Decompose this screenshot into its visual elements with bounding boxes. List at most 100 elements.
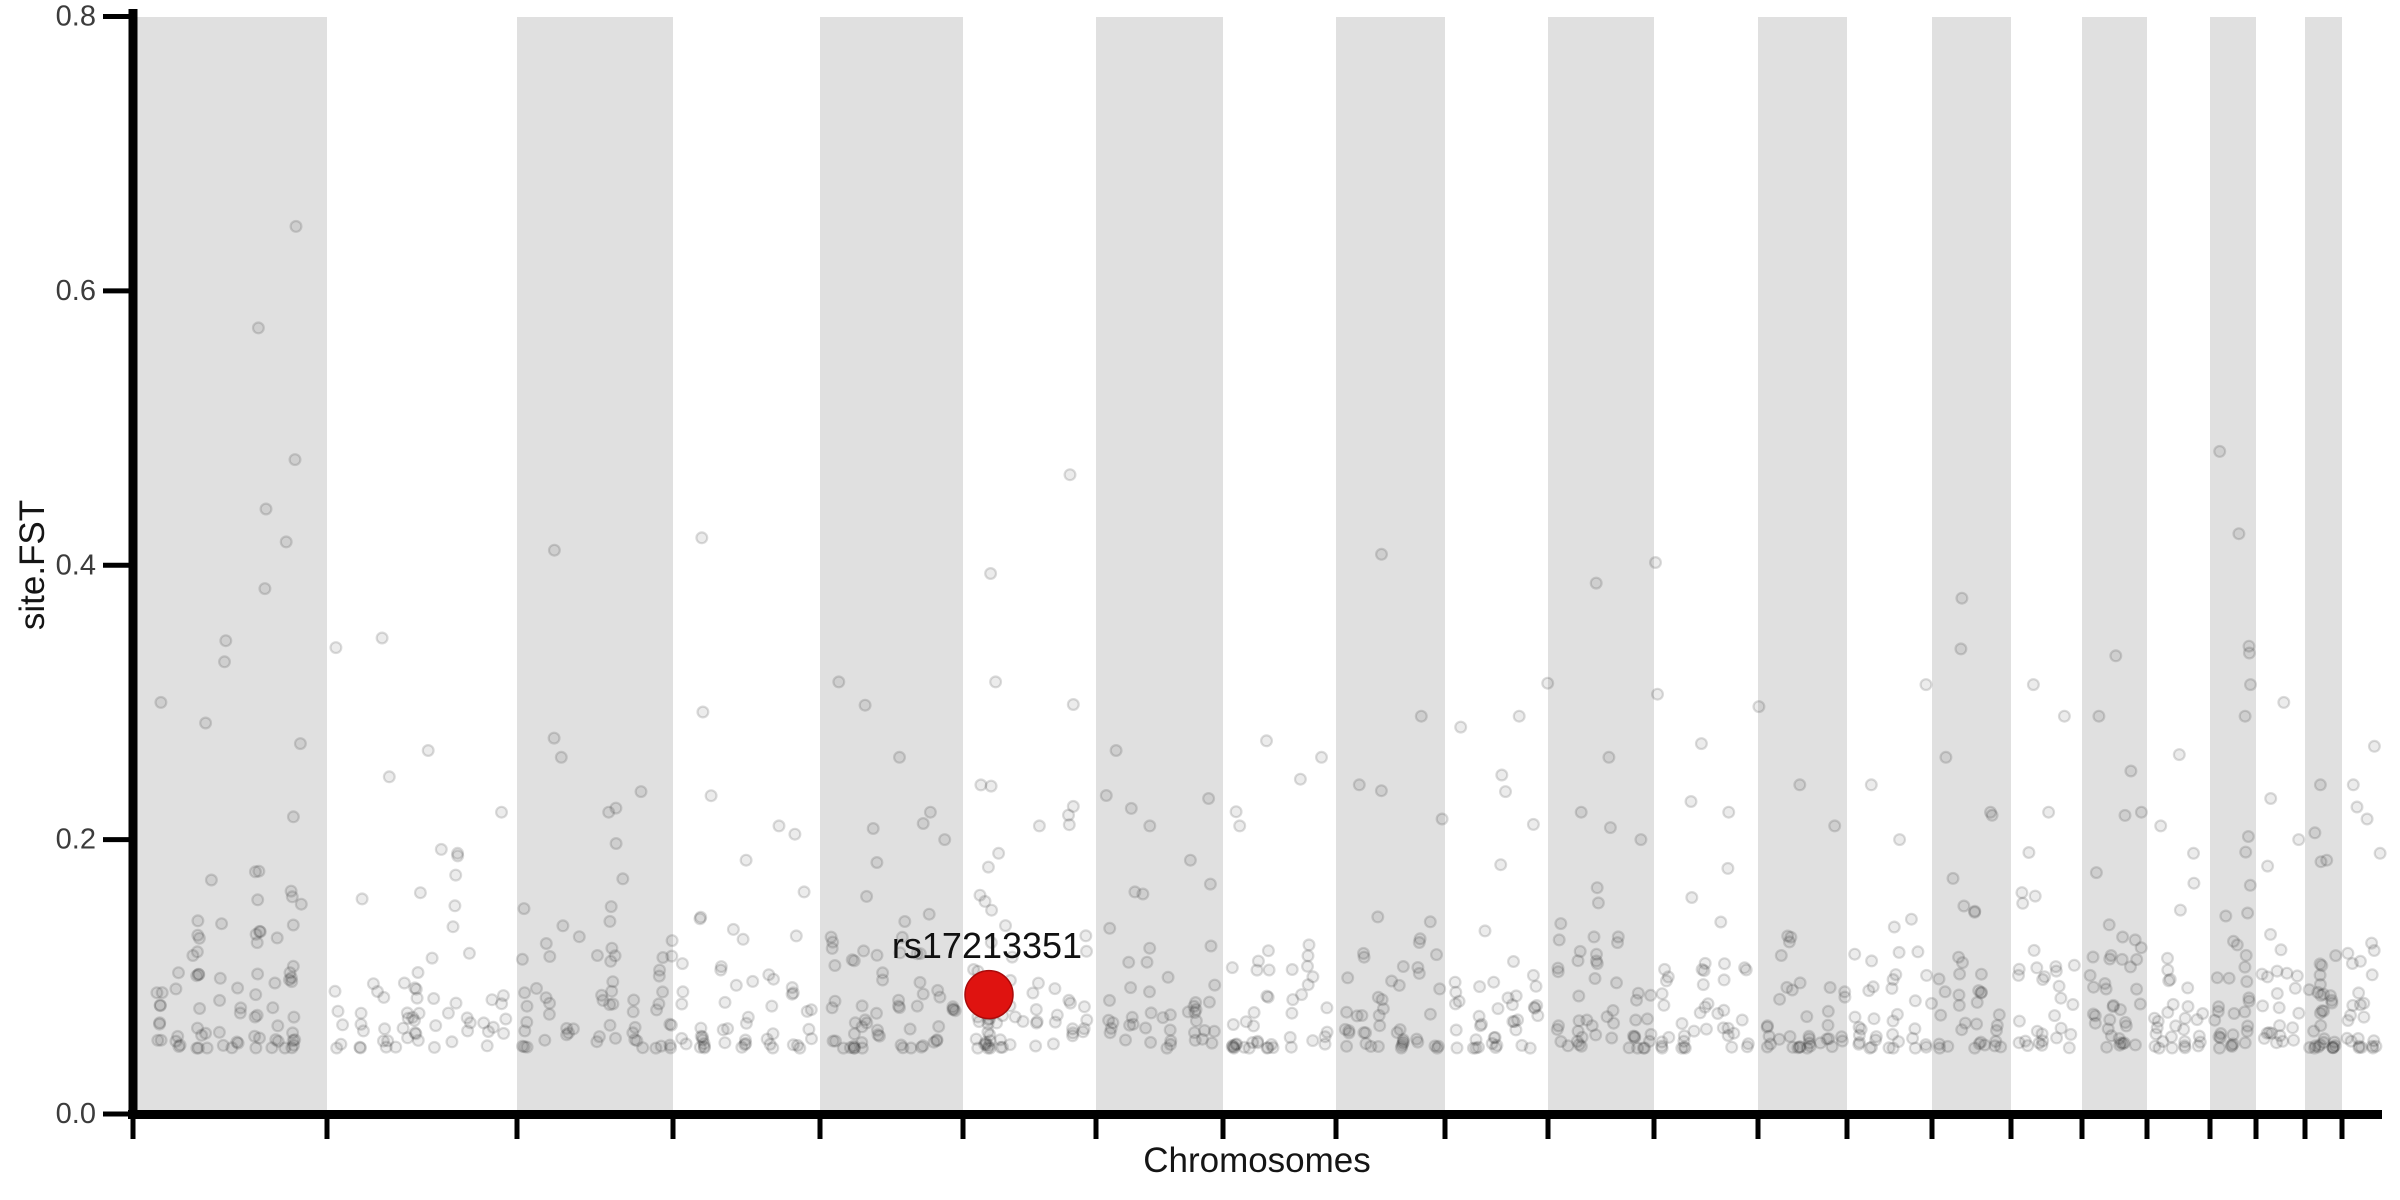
- snp-point: [1554, 917, 1568, 931]
- snp-point: [401, 1011, 415, 1025]
- snp-point: [595, 988, 609, 1002]
- chromosome-bands: [133, 17, 2342, 1110]
- snp-point: [1501, 991, 1515, 1005]
- snp-point: [1634, 833, 1648, 847]
- snp-point: [967, 962, 981, 976]
- snp-point: [1952, 950, 1966, 964]
- snp-point: [480, 1039, 494, 1053]
- snp-point: [1825, 1040, 1839, 1054]
- snp-point: [1357, 1026, 1371, 1040]
- snp-point: [1163, 1008, 1177, 1022]
- snp-point: [1507, 1015, 1521, 1029]
- snp-point: [1511, 1013, 1525, 1027]
- snp-point: [1099, 788, 1113, 802]
- snp-point: [1509, 989, 1523, 1003]
- snp-point: [1506, 1014, 1520, 1028]
- snp-point: [2325, 996, 2339, 1010]
- snp-point: [1448, 975, 1462, 989]
- snp-point: [1478, 924, 1492, 938]
- snp-point: [1300, 959, 1314, 973]
- snp-point: [1350, 1009, 1364, 1023]
- snp-point: [1189, 1014, 1203, 1028]
- snp-point: [1640, 1012, 1654, 1026]
- snp-point: [665, 934, 679, 948]
- snp-point: [1561, 1039, 1575, 1053]
- chromosome-band: [517, 17, 673, 1110]
- snp-point: [153, 999, 167, 1013]
- snp-point: [590, 948, 604, 962]
- snp-point: [1852, 1028, 1866, 1042]
- snp-point: [258, 582, 272, 596]
- snp-point: [1181, 1005, 1195, 1019]
- snp-point: [1495, 768, 1509, 782]
- snp-point: [804, 1003, 818, 1017]
- snp-point: [2172, 748, 2186, 762]
- snp-point: [547, 543, 561, 557]
- snp-point: [1864, 778, 1878, 792]
- snp-point: [1791, 1041, 1805, 1055]
- snp-point: [1675, 1041, 1689, 1055]
- snp-point: [1974, 1035, 1988, 1049]
- snp-point: [2151, 1014, 2165, 1028]
- snp-point: [286, 810, 300, 824]
- snp-point: [1908, 994, 1922, 1008]
- snp-point: [1955, 956, 1969, 970]
- snp-point: [353, 1041, 367, 1055]
- snp-point: [2226, 1037, 2240, 1051]
- snp-point: [495, 805, 509, 819]
- snp-point: [1644, 988, 1658, 1002]
- snp-point: [675, 997, 689, 1011]
- snp-point: [434, 842, 448, 856]
- snp-point: [2373, 846, 2387, 860]
- snp-point: [602, 805, 616, 819]
- snp-point: [892, 993, 906, 1007]
- snp-point: [2317, 1035, 2331, 1049]
- snp-point: [271, 1019, 285, 1033]
- snp-point: [461, 1024, 475, 1038]
- snp-point: [1968, 1041, 1982, 1055]
- snp-point: [983, 1034, 997, 1048]
- snp-point: [1650, 687, 1664, 701]
- snp-point: [2086, 950, 2100, 964]
- snp-point: [2028, 889, 2042, 903]
- snp-point: [1589, 954, 1603, 968]
- snp-point: [989, 675, 1003, 689]
- snp-point: [1371, 1039, 1385, 1053]
- x-axis-tick: [670, 1119, 676, 1139]
- snp-point: [1143, 819, 1157, 833]
- snp-point: [1413, 932, 1427, 946]
- snp-point: [287, 1038, 301, 1052]
- snp-point: [2314, 855, 2328, 869]
- snp-point: [1079, 929, 1093, 943]
- snp-point: [2113, 1038, 2127, 1052]
- snp-point: [1050, 1008, 1064, 1022]
- snp-point: [1659, 974, 1673, 988]
- snp-point: [1838, 985, 1852, 999]
- snp-point: [1103, 921, 1117, 935]
- snp-point: [1469, 1033, 1483, 1047]
- snp-point: [1551, 1019, 1565, 1033]
- snp-point: [2099, 982, 2113, 996]
- snp-point: [1589, 576, 1603, 590]
- snp-point: [234, 1001, 248, 1015]
- snp-point: [1449, 1023, 1463, 1037]
- snp-point: [1655, 1039, 1669, 1053]
- snp-point: [1160, 1041, 1174, 1055]
- snp-point: [694, 910, 708, 924]
- snp-point: [1340, 1039, 1354, 1053]
- snp-point: [2273, 1029, 2287, 1043]
- snp-point: [1699, 1022, 1713, 1036]
- snp-point: [1048, 1015, 1062, 1029]
- y-tick-label: 0.6: [56, 275, 96, 307]
- snp-point: [994, 1040, 1008, 1054]
- snp-point: [2083, 968, 2097, 982]
- snp-point: [190, 1041, 204, 1055]
- snp-point: [1852, 1035, 1866, 1049]
- snp-point: [1760, 1040, 1774, 1054]
- snp-point: [2181, 981, 2195, 995]
- snp-point: [785, 987, 799, 1001]
- snp-point: [1490, 1038, 1504, 1052]
- snp-point: [172, 966, 186, 980]
- snp-point: [1978, 1038, 1992, 1052]
- snp-point: [1487, 1031, 1501, 1045]
